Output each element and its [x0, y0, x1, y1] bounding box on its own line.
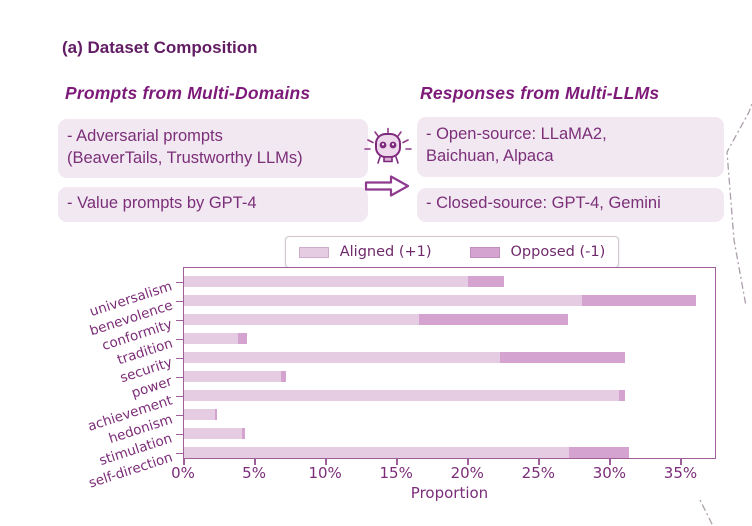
- x-tick-35%: [680, 459, 682, 465]
- bar-segment-hedonism-aligned: [184, 408, 216, 420]
- left-column-header: Prompts from Multi-Domains: [65, 83, 311, 103]
- x-tick-25%: [538, 459, 540, 465]
- bar-segment-self-direction-aligned: [184, 446, 570, 458]
- x-tick-10%: [325, 459, 327, 465]
- bar-segment-stimulation-aligned: [184, 427, 243, 439]
- open-source-box: - Open-source: LLaMA2, Baichuan, Alpaca: [417, 117, 724, 177]
- adversarial-prompts-box: - Adversarial prompts (BeaverTails, Trus…: [58, 119, 368, 178]
- legend-label-aligned: Aligned (+1): [339, 244, 432, 260]
- closed-source-box: - Closed-source: GPT-4, Gemini: [417, 188, 724, 222]
- bar-segment-power-opposed: [280, 370, 287, 382]
- bar-segment-conformity-opposed: [418, 313, 568, 325]
- bar-segment-stimulation-opposed: [242, 427, 246, 439]
- value-prompts-line: - Value prompts by GPT-4: [67, 194, 257, 212]
- adversarial-prompts-line1: - Adversarial prompts: [67, 127, 223, 145]
- legend-label-opposed: Opposed (-1): [510, 244, 606, 260]
- y-tick-security: [176, 357, 183, 360]
- y-tick-universalism: [176, 281, 183, 283]
- x-tick-15%: [396, 459, 398, 465]
- bar-segment-power-aligned: [184, 370, 281, 382]
- y-tick-benevolence: [176, 300, 183, 303]
- bar-segment-hedonism-opposed: [215, 408, 217, 420]
- x-tick-label-20%: 20%: [450, 464, 484, 482]
- y-tick-achievement: [176, 395, 183, 398]
- bar-chart-plot-area: [183, 267, 716, 459]
- bar-segment-tradition-aligned: [184, 332, 238, 344]
- x-tick-0%: [183, 459, 185, 465]
- opposed-swatch-icon: [469, 246, 500, 258]
- legend-entry-aligned: Aligned (+1): [298, 244, 432, 260]
- x-axis-label: Proportion: [410, 484, 489, 502]
- x-tick-label-10%: 10%: [308, 464, 342, 482]
- bar-segment-self-direction-opposed: [569, 446, 629, 458]
- bar-segment-benevolence-opposed: [581, 294, 696, 306]
- bar-segment-universalism-aligned: [184, 275, 469, 287]
- open-source-line2: Baichuan, Alpaca: [426, 147, 554, 165]
- llm-transform-icons: [363, 126, 413, 197]
- aligned-swatch-icon: [298, 246, 329, 258]
- x-tick-5%: [254, 459, 256, 465]
- x-tick-label-5%: 5%: [242, 464, 266, 482]
- bar-segment-benevolence-aligned: [184, 294, 582, 306]
- bar-segment-tradition-opposed: [238, 332, 247, 344]
- bar-segment-security-aligned: [184, 351, 500, 363]
- x-tick-label-25%: 25%: [521, 464, 555, 482]
- legend-entry-opposed: Opposed (-1): [469, 244, 606, 260]
- value-prompts-box: - Value prompts by GPT-4: [58, 187, 368, 222]
- y-tick-stimulation: [176, 433, 183, 436]
- chart-legend: Aligned (+1) Opposed (-1): [285, 236, 619, 268]
- bar-segment-achievement-aligned: [184, 389, 619, 401]
- y-tick-power: [176, 376, 183, 379]
- closed-source-line: - Closed-source: GPT-4, Gemini: [426, 194, 661, 212]
- bar-segment-conformity-aligned: [184, 313, 419, 325]
- panel-title: (a) Dataset Composition: [62, 38, 258, 57]
- x-tick-label-30%: 30%: [592, 464, 627, 482]
- y-tick-tradition: [176, 338, 183, 341]
- y-tick-self-direction: [176, 452, 183, 455]
- x-tick-30%: [609, 459, 611, 465]
- x-tick-20%: [467, 459, 469, 465]
- adversarial-prompts-line2: (BeaverTails, Trustworthy LLMs): [67, 149, 303, 167]
- x-tick-label-15%: 15%: [379, 464, 413, 482]
- x-tick-label-35%: 35%: [663, 464, 698, 482]
- hollow-right-arrow-icon: [364, 175, 410, 197]
- y-tick-conformity: [176, 319, 183, 322]
- right-column-header: Responses from Multi-LLMs: [420, 83, 660, 103]
- bar-segment-universalism-opposed: [468, 275, 504, 287]
- x-tick-label-0%: 0%: [171, 464, 195, 482]
- bar-segment-achievement-opposed: [618, 389, 625, 401]
- robot-face-icon: [364, 127, 412, 164]
- bar-segment-security-opposed: [499, 351, 625, 363]
- open-source-line1: - Open-source: LLaMA2,: [426, 125, 607, 143]
- y-tick-hedonism: [176, 414, 183, 417]
